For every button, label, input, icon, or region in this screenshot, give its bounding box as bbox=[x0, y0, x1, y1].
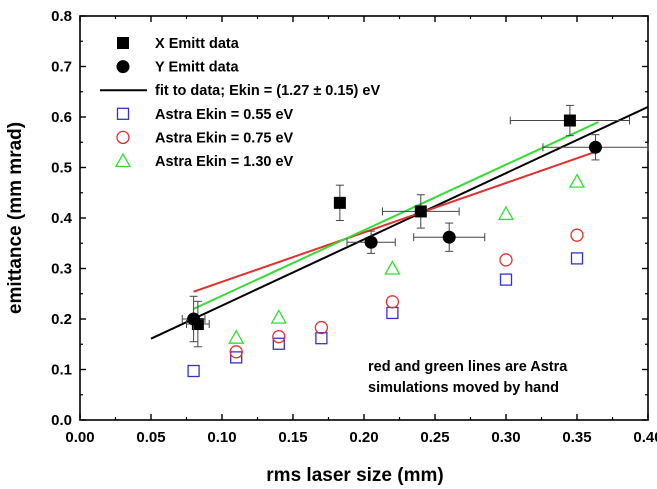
x-tick-label: 0.20 bbox=[349, 429, 378, 446]
data-point bbox=[563, 114, 576, 127]
legend: X Emitt data Y Emitt data fit to data; Eki… bbox=[100, 36, 380, 170]
data-point bbox=[499, 273, 513, 286]
data-point bbox=[187, 364, 200, 378]
data-point bbox=[187, 312, 201, 326]
fit-line-2 bbox=[150, 105, 649, 340]
data-point bbox=[230, 351, 243, 364]
x-tick-label: 0.10 bbox=[207, 429, 236, 446]
x-tick-label: 0.15 bbox=[278, 429, 307, 446]
data-point bbox=[499, 253, 513, 267]
fit-lines bbox=[150, 105, 649, 340]
data-point bbox=[570, 228, 584, 242]
data-point bbox=[364, 235, 378, 249]
x-tick-label: 0.00 bbox=[65, 429, 94, 446]
y-tick-label: 0.3 bbox=[51, 261, 72, 278]
annotation-line-1: red and green lines are Astra bbox=[368, 359, 568, 375]
x-tick-label: 0.25 bbox=[420, 429, 449, 446]
legend-label: Astra Ekin = 0.75 eV bbox=[155, 130, 294, 146]
data-point bbox=[568, 173, 586, 188]
data-point bbox=[386, 306, 399, 320]
data-point bbox=[588, 140, 602, 154]
legend-marker bbox=[114, 152, 132, 168]
fit-line-6 bbox=[193, 149, 599, 293]
y-tick-label: 0.7 bbox=[51, 59, 72, 76]
data-point bbox=[570, 252, 584, 265]
y-tick-label: 0.6 bbox=[51, 109, 72, 126]
data-point bbox=[229, 345, 243, 359]
x-tick-label: 0.40 bbox=[633, 429, 657, 446]
legend-label: X Emitt data bbox=[155, 36, 240, 52]
data-point bbox=[333, 196, 346, 209]
data-point bbox=[228, 329, 245, 344]
annotation-line-2: simulations moved by hand bbox=[368, 380, 559, 396]
legend-marker bbox=[116, 130, 130, 145]
x-tick-label: 0.35 bbox=[562, 429, 591, 446]
data-point bbox=[497, 205, 515, 221]
x-axis-label: rms laser size (mm) bbox=[266, 465, 443, 486]
x-tick-label: 0.30 bbox=[491, 429, 520, 446]
axes: 0.00 0.05 0.10 0.15 0.20 0.25 0.30 0.35 0.40 0.0 0… bbox=[51, 8, 657, 446]
legend-label: Astra Ekin = 0.55 eV bbox=[155, 107, 294, 123]
data-point bbox=[270, 309, 287, 324]
data-point bbox=[442, 230, 456, 244]
y-tick-label: 0.1 bbox=[51, 362, 72, 379]
y-tick-label: 0.2 bbox=[51, 311, 72, 328]
data-point bbox=[314, 320, 329, 335]
data-markers bbox=[181, 104, 649, 378]
legend-label: Astra Ekin = 1.30 eV bbox=[155, 154, 294, 170]
y-tick-label: 0.4 bbox=[51, 210, 73, 227]
data-point bbox=[272, 337, 285, 350]
legend-marker bbox=[116, 60, 130, 74]
data-point bbox=[315, 332, 328, 345]
y-tick-label: 0.5 bbox=[51, 160, 72, 177]
legend-label: fit to data; Ekin = (1.27 ± 0.15) eV bbox=[155, 83, 380, 99]
x-tick-label: 0.05 bbox=[136, 429, 165, 446]
y-axis-label: emittance (mm mrad) bbox=[5, 122, 26, 314]
fit-line-7 bbox=[193, 121, 599, 310]
legend-label: Y Emitt data bbox=[155, 60, 239, 76]
y-tick-label: 0.0 bbox=[51, 412, 72, 429]
data-point bbox=[385, 295, 400, 309]
y-tick-label: 0.8 bbox=[51, 8, 72, 25]
data-point bbox=[414, 205, 427, 218]
legend-marker bbox=[117, 37, 129, 49]
legend-marker bbox=[116, 107, 130, 120]
data-point bbox=[384, 260, 401, 275]
data-point bbox=[272, 330, 286, 344]
